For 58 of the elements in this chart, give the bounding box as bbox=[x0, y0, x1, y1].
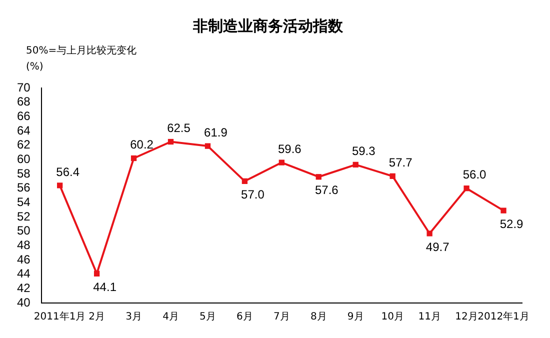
point bbox=[278, 160, 285, 166]
x-tick-label: 5月 bbox=[200, 312, 216, 323]
point bbox=[168, 138, 174, 145]
y-tick-label: 46 bbox=[16, 252, 31, 266]
y-tick-label: 66 bbox=[16, 108, 31, 123]
data-label: 59.3 bbox=[352, 144, 376, 158]
text: (%) bbox=[26, 62, 44, 73]
x-tick-label: 9月 bbox=[347, 312, 364, 323]
point bbox=[464, 186, 470, 192]
y-tick-label: 50 bbox=[16, 224, 31, 238]
point bbox=[500, 208, 506, 214]
data-label: 62.5 bbox=[167, 121, 191, 136]
point bbox=[390, 173, 396, 179]
point bbox=[352, 162, 358, 168]
y-tick-label: 58 bbox=[16, 166, 31, 180]
x-tick-label: 3月 bbox=[126, 312, 142, 323]
x-tick-label: 4月 bbox=[162, 312, 179, 323]
x-tick-label: 8月 bbox=[310, 312, 327, 323]
data-label: 59.6 bbox=[278, 142, 302, 156]
y-tick-label: 64 bbox=[16, 123, 31, 138]
data-label: 57.7 bbox=[388, 155, 413, 170]
x-tick-label: 2011年1月 bbox=[34, 310, 86, 323]
x-tick-label: 12月 bbox=[455, 312, 478, 323]
x-tick-label: 10月 bbox=[381, 312, 404, 323]
point bbox=[242, 178, 248, 184]
x-tick-label: 2012年1月 bbox=[478, 310, 530, 323]
x-tick-label: 11月 bbox=[418, 312, 441, 323]
point bbox=[57, 182, 63, 188]
y-tick-label: 56 bbox=[16, 180, 31, 195]
y-tick-label: 60 bbox=[16, 152, 31, 166]
data-label: 52.9 bbox=[500, 216, 524, 231]
y-tick-label: 44 bbox=[16, 266, 31, 281]
y-tick-label: 52 bbox=[16, 209, 31, 224]
point bbox=[130, 155, 137, 162]
data-label: 56.0 bbox=[462, 168, 487, 182]
point bbox=[426, 230, 432, 236]
data-label: 57.0 bbox=[241, 187, 265, 202]
y-tick-label: 40 bbox=[16, 295, 31, 310]
text: 50%=与上月比较无变化 bbox=[26, 44, 137, 57]
data-label: 44.1 bbox=[93, 280, 117, 294]
x-tick-label: 7月 bbox=[273, 312, 290, 323]
y-tick-label: 70 bbox=[16, 80, 31, 94]
y-tick-label: 62 bbox=[16, 138, 31, 152]
data-label: 57.6 bbox=[314, 183, 339, 198]
y-tick-label: 68 bbox=[16, 94, 31, 109]
x-tick-label: 6月 bbox=[236, 312, 253, 323]
x-tick-label: 2月 bbox=[88, 312, 105, 323]
y-tick-label: 42 bbox=[16, 280, 31, 295]
data-label: 56.4 bbox=[56, 164, 80, 179]
point bbox=[316, 174, 322, 180]
chart-title: 非制造业商务活动指数 bbox=[192, 16, 344, 35]
y-tick-label: 54 bbox=[16, 194, 31, 209]
y-tick-label: 48 bbox=[16, 238, 31, 252]
point bbox=[94, 270, 100, 276]
data-label: 49.7 bbox=[426, 240, 450, 254]
data-label: 61.9 bbox=[204, 125, 228, 140]
point bbox=[204, 143, 211, 149]
data-label: 60.2 bbox=[130, 138, 154, 152]
